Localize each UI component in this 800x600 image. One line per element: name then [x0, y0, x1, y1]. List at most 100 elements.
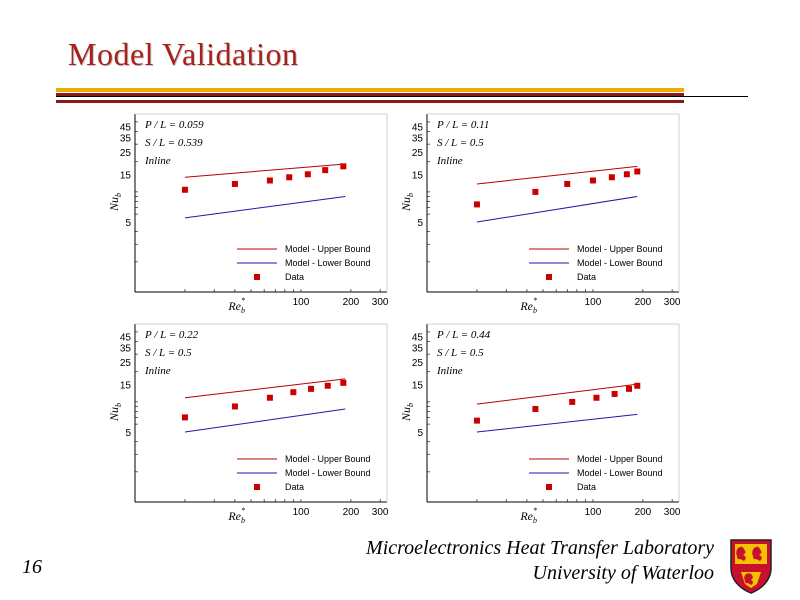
chart-annotation: Inline — [436, 155, 463, 167]
x-tick-label: 200 — [635, 297, 652, 308]
y-axis-title: Nub — [107, 403, 123, 422]
upper-bound-line — [476, 165, 638, 185]
chart-panel-1: 5 15 25 35 45 100 200 300 Nub Reb* P / L = 0.059 S … — [105, 108, 395, 315]
y-tick-label: 35 — [412, 343, 424, 354]
y-tick-label: 5 — [125, 428, 131, 439]
legend-swatch-point — [254, 274, 260, 280]
legend-swatch-point — [546, 484, 552, 490]
legend-label: Data — [577, 482, 596, 492]
x-tick-label: 300 — [664, 297, 681, 308]
x-tick-label: 100 — [585, 297, 602, 308]
data-point — [626, 385, 633, 392]
chart-annotation: P / L = 0.059 — [144, 119, 204, 131]
y-tick-label: 45 — [412, 123, 424, 134]
legend-label: Model - Lower Bound — [285, 258, 371, 268]
legend-label: Model - Lower Bound — [577, 258, 663, 268]
chart-annotation: S / L = 0.539 — [145, 137, 203, 149]
x-axis-title-subscript: b — [241, 516, 245, 525]
x-tick-label: 200 — [343, 297, 360, 308]
chart-panel-2: 5 15 25 35 45 100 200 300 Nub Reb* P / L = 0.11 S /… — [397, 108, 687, 315]
data-point — [473, 417, 480, 424]
x-tick-label: 200 — [635, 507, 652, 518]
x-axis-title-superscript: * — [533, 296, 537, 305]
lower-bound-line — [184, 195, 346, 219]
legend-label: Model - Lower Bound — [285, 468, 371, 478]
data-point — [473, 201, 480, 208]
legend-label: Data — [577, 272, 596, 282]
chart-panel-3: 5 15 25 35 45 100 200 300 Nub Reb* P / L = 0.22 S /… — [105, 318, 395, 525]
data-point — [231, 180, 238, 187]
data-point — [564, 180, 571, 187]
data-point — [181, 186, 188, 193]
y-tick-label: 45 — [412, 333, 424, 344]
legend-label: Data — [285, 482, 304, 492]
x-axis-title: Reb* — [227, 506, 245, 525]
page-number: 16 — [22, 556, 42, 578]
chart-annotation: P / L = 0.11 — [436, 119, 489, 131]
legend-label: Data — [285, 272, 304, 282]
data-point — [634, 168, 641, 175]
x-axis-title: Reb* — [227, 296, 245, 315]
x-tick-label: 300 — [664, 507, 681, 518]
y-tick-label: 25 — [412, 358, 424, 369]
x-tick-label: 300 — [372, 297, 389, 308]
x-axis-title-superscript: * — [533, 506, 537, 515]
chart-annotation: Inline — [144, 365, 171, 377]
legend-swatch-point — [546, 274, 552, 280]
x-tick-label: 200 — [343, 507, 360, 518]
y-axis-title-subscript: b — [406, 403, 415, 407]
chart-annotation: S / L = 0.5 — [437, 347, 484, 359]
data-point — [532, 188, 539, 195]
x-axis-title: Reb* — [519, 296, 537, 315]
data-point — [266, 177, 273, 184]
title-rule-gold — [56, 88, 684, 92]
x-tick-label: 100 — [293, 507, 310, 518]
legend-label: Model - Upper Bound — [285, 244, 371, 254]
y-axis-title-subscript: b — [406, 193, 415, 197]
data-point — [593, 394, 600, 401]
y-tick-label: 15 — [412, 380, 424, 391]
title-rule-red-thick — [56, 93, 684, 97]
y-tick-label: 15 — [412, 170, 424, 181]
upper-bound-line — [184, 378, 346, 399]
y-tick-label: 25 — [120, 358, 132, 369]
y-tick-label: 5 — [417, 218, 423, 229]
y-tick-label: 25 — [412, 148, 424, 159]
y-tick-label: 5 — [125, 218, 131, 229]
data-point — [181, 414, 188, 421]
data-point — [623, 171, 630, 178]
y-tick-label: 45 — [120, 123, 132, 134]
y-tick-label: 35 — [120, 343, 132, 354]
y-axis-title-subscript: b — [114, 193, 123, 197]
x-tick-label: 100 — [585, 507, 602, 518]
data-point — [290, 389, 297, 396]
y-axis-title: Nub — [399, 403, 415, 422]
y-tick-label: 15 — [120, 170, 132, 181]
y-tick-label: 25 — [120, 148, 132, 159]
y-axis-title-subscript: b — [114, 403, 123, 407]
data-point — [532, 405, 539, 412]
x-axis-title-subscript: b — [241, 306, 245, 315]
legend-label: Model - Upper Bound — [285, 454, 371, 464]
x-axis-title-superscript: * — [241, 296, 245, 305]
y-tick-label: 45 — [120, 333, 132, 344]
y-axis-title: Nub — [107, 193, 123, 212]
footer-lab-name: Microelectronics Heat Transfer Laborator… — [366, 537, 714, 559]
legend-swatch-point — [254, 484, 260, 490]
lower-bound-line — [184, 408, 346, 433]
x-axis-title-superscript: * — [241, 506, 245, 515]
x-axis-title: Reb* — [519, 506, 537, 525]
data-point — [634, 382, 641, 389]
chart-annotation: S / L = 0.5 — [437, 137, 484, 149]
y-tick-label: 15 — [120, 380, 132, 391]
title-rule-black — [56, 96, 748, 97]
slide-title: Model Validation — [68, 36, 299, 72]
data-point — [611, 390, 618, 397]
y-tick-label: 35 — [412, 133, 424, 144]
upper-bound-line — [476, 383, 638, 405]
data-point — [569, 398, 576, 405]
chart-annotation: P / L = 0.44 — [436, 329, 491, 341]
